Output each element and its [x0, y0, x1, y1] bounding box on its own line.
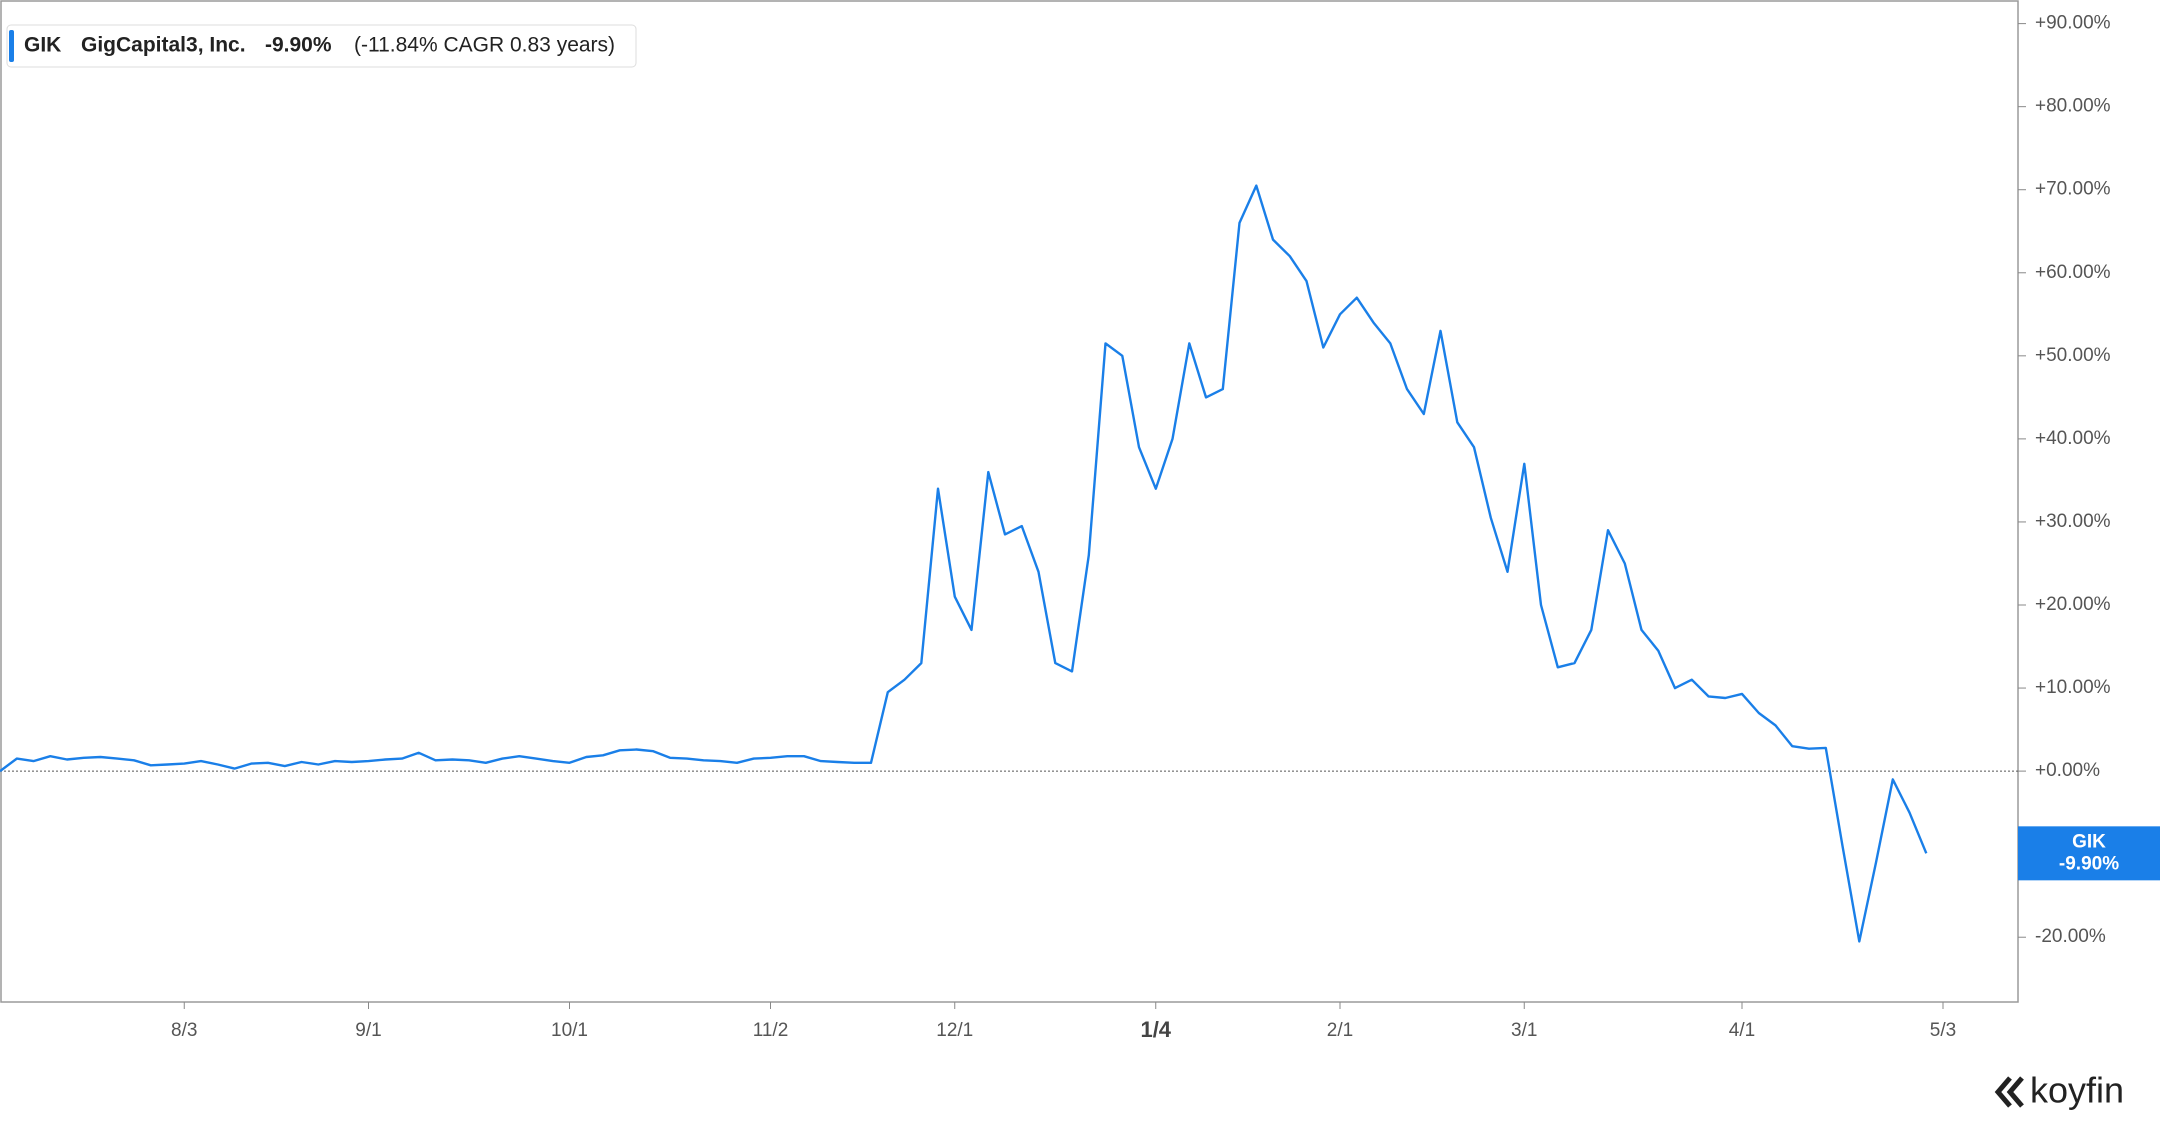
- badge-value: -9.90%: [2059, 853, 2119, 874]
- x-tick-label: 3/1: [1511, 1020, 1537, 1041]
- x-tick-label: 11/2: [753, 1020, 789, 1041]
- x-tick-label: 8/3: [171, 1020, 197, 1041]
- x-tick-label: 12/1: [936, 1020, 973, 1041]
- brand-icon: [1994, 1076, 2024, 1108]
- x-tick-label: 9/1: [355, 1020, 381, 1041]
- y-tick-label: +90.00%: [2035, 13, 2111, 34]
- x-tick-label: 10/1: [551, 1020, 588, 1041]
- y-tick-label: +80.00%: [2035, 96, 2111, 117]
- y-tick-label: +10.00%: [2035, 677, 2111, 698]
- y-tick-label: +20.00%: [2035, 594, 2111, 615]
- x-tick-label: 2/1: [1327, 1020, 1353, 1041]
- brand-text: koyfin: [2030, 1070, 2124, 1111]
- legend-change: -9.90%: [265, 34, 332, 57]
- badge-ticker: GIK: [2072, 831, 2106, 852]
- legend-swatch: [9, 30, 14, 62]
- y-tick-label: +70.00%: [2035, 179, 2111, 200]
- y-tick-label: +50.00%: [2035, 345, 2111, 366]
- y-tick-label: +60.00%: [2035, 262, 2111, 283]
- brand-logo: koyfin: [1994, 1070, 2124, 1111]
- y-tick-label: +40.00%: [2035, 428, 2111, 449]
- x-tick-label: 5/3: [1930, 1020, 1956, 1041]
- legend-box: [6, 24, 637, 68]
- price-line: [0, 184, 1928, 943]
- x-tick-label: 1/4: [1140, 1017, 1171, 1042]
- y-tick-label: +30.00%: [2035, 511, 2111, 532]
- y-tick-label: +0.00%: [2035, 760, 2100, 781]
- plot-frame: [0, 0, 2019, 1003]
- y-tick-label: -20.00%: [2035, 926, 2106, 947]
- legend-cagr: (-11.84% CAGR 0.83 years): [354, 34, 615, 57]
- legend-name: GigCapital3, Inc.: [81, 34, 246, 57]
- x-tick-label: 4/1: [1729, 1020, 1755, 1041]
- legend-ticker: GIK: [24, 34, 61, 57]
- last-value-badge: [2018, 826, 2160, 881]
